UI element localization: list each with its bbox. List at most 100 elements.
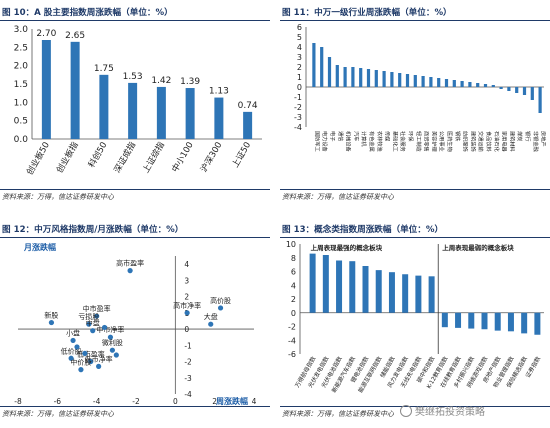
bar xyxy=(185,88,195,139)
x-tick-label: 科创50 xyxy=(86,140,109,170)
bar xyxy=(507,312,514,332)
bar xyxy=(530,87,534,100)
point-label: 新股 xyxy=(44,311,58,320)
bar xyxy=(398,73,402,87)
figure-10-chart: 0.0 0.5 1.0 1.5 2.0 2.5 3.0 2.70 创业板50 2.65 创业板指 1.… xyxy=(14,25,262,177)
y-tick-label: -3 xyxy=(184,374,192,383)
point-label: 高价股 xyxy=(210,296,231,305)
figure-13-concept-returns: 图 13：概念类指数周涨跌幅（单位：%） -6 -4 -2 0 2 4 6 8 10 上周表现最强… xyxy=(280,222,550,420)
bar xyxy=(41,40,51,139)
point-label: 小盘 xyxy=(66,328,80,337)
x-tick-label: 交通运输 xyxy=(477,131,485,153)
bar xyxy=(507,87,511,91)
y-tick-label: 0 xyxy=(297,83,302,92)
bar xyxy=(156,86,166,139)
x-tick-label: 房地产 xyxy=(540,131,548,147)
figure-12-plot: -4-3-2-101234-8-6-4-2024月涨跌幅周涨跌幅高市盈率新股高价… xyxy=(0,238,270,406)
scatter-point xyxy=(70,337,76,344)
x-tick-label: 农林牧渔 xyxy=(376,131,384,152)
bar xyxy=(441,312,448,328)
bar xyxy=(429,77,433,87)
bar xyxy=(214,97,224,139)
bar xyxy=(522,87,527,95)
figure-10-header: 图 10：A 股主要指数周涨跌幅（单位：%） xyxy=(0,5,270,21)
point-label: 高市盈率 xyxy=(116,259,144,268)
point-label: 微利股 xyxy=(102,338,123,347)
data-label: 2.65 xyxy=(65,31,85,41)
y-tick-label: 4 xyxy=(297,43,302,52)
y-tick-label: 3 xyxy=(184,276,189,285)
x-tick-label: 传媒 xyxy=(384,131,392,142)
figure-13-source: 资料来源：万得，信达证券研发中心 xyxy=(282,410,394,418)
scatter-point xyxy=(74,344,80,350)
x-tick-label: 食品饮料 xyxy=(485,131,493,152)
figure-11-header: 图 11：中万一级行业周涨跌幅（单位：%） xyxy=(280,5,550,21)
bar xyxy=(359,68,363,87)
x-tick-label: 建筑装饰 xyxy=(469,131,477,152)
y-tick-label: 2 xyxy=(297,63,302,72)
y-tick-label: 10 xyxy=(286,240,296,249)
x-tick-label: 深证成指 xyxy=(112,140,139,175)
bar xyxy=(70,41,80,139)
y-tick-label: 1 xyxy=(297,73,302,82)
figure-13-plot: -6 -4 -2 0 2 4 6 8 10 上周表现最强的概念板块 上周表现最弱的概念板块 万得航母指… xyxy=(280,238,550,406)
x-tick-label: 美容护理 xyxy=(430,131,438,153)
point-label: 低市盈率 xyxy=(77,350,105,359)
point-label: 大盘 xyxy=(204,312,218,321)
scatter-point xyxy=(101,324,108,331)
x-tick-label: 0 xyxy=(173,397,178,406)
figure-12-source: 资料来源：万得，信达证券研发中心 xyxy=(2,410,114,418)
bar xyxy=(415,275,422,313)
watermark: 樊继拓投资策略 xyxy=(400,403,485,418)
y-tick-label: 6 xyxy=(291,268,296,277)
x-tick-label: 创业板指 xyxy=(54,140,81,175)
bar xyxy=(494,312,501,331)
bar xyxy=(481,312,488,330)
bar xyxy=(437,78,441,87)
scatter-point xyxy=(86,321,92,327)
scatter-point xyxy=(88,358,94,365)
bar xyxy=(476,83,480,87)
scatter-point xyxy=(109,347,115,353)
scatter-point xyxy=(208,321,214,327)
bar xyxy=(405,74,410,87)
bar xyxy=(322,255,329,313)
data-label: 2.70 xyxy=(36,29,56,39)
scatter-point xyxy=(68,355,74,361)
y-tick-label: 4 xyxy=(291,281,296,290)
y-tick-label: 2.5 xyxy=(14,43,28,53)
figure-12-chart: -4-3-2-101234-8-6-4-2024月涨跌幅周涨跌幅高市盈率新股高价… xyxy=(14,242,256,406)
point-label: 中市盈率 xyxy=(83,304,111,313)
scatter-point xyxy=(217,305,224,311)
x-axis-title: 周涨跌幅 xyxy=(216,396,248,406)
x-tick-label: 煤炭 xyxy=(516,131,524,141)
group-label-strong: 上周表现最强的概念板块 xyxy=(311,243,383,252)
y-tick-label: 6 xyxy=(297,23,302,32)
x-tick-label: 有色金属 xyxy=(368,131,376,152)
y-tick-label: 1.0 xyxy=(14,98,29,108)
point-label: 中盘 xyxy=(86,319,100,328)
scatter-point xyxy=(90,328,96,334)
x-tick-label: 上证综指 xyxy=(140,140,167,175)
bar xyxy=(351,67,355,87)
y-tick-label: 0 xyxy=(184,325,189,334)
figure-12-header: 图 12：中万风格指数周/月涨跌幅（单位：%） xyxy=(0,222,270,238)
figure-13-footer: 资料来源：万得，信达证券研发中心 xyxy=(280,406,550,420)
x-tick-label: 创业板50 xyxy=(24,140,52,177)
bar xyxy=(390,72,394,87)
x-tick-label: 建筑材料 xyxy=(508,131,516,152)
scatter-point xyxy=(82,350,88,357)
bar xyxy=(382,71,386,87)
bar xyxy=(327,57,332,87)
point-label: 低市净率 xyxy=(85,354,113,363)
x-tick-label: 计算机 xyxy=(360,131,368,147)
x-tick-label: 钢铁 xyxy=(454,131,462,141)
x-tick-label: 医药生物 xyxy=(446,131,454,152)
watermark-text: 樊继拓投资策略 xyxy=(415,407,485,418)
x-tick-label: 电子 xyxy=(329,131,337,141)
y-tick-label: 2.0 xyxy=(14,62,29,72)
bar xyxy=(452,80,456,87)
bar xyxy=(499,87,503,89)
bar xyxy=(243,111,253,139)
